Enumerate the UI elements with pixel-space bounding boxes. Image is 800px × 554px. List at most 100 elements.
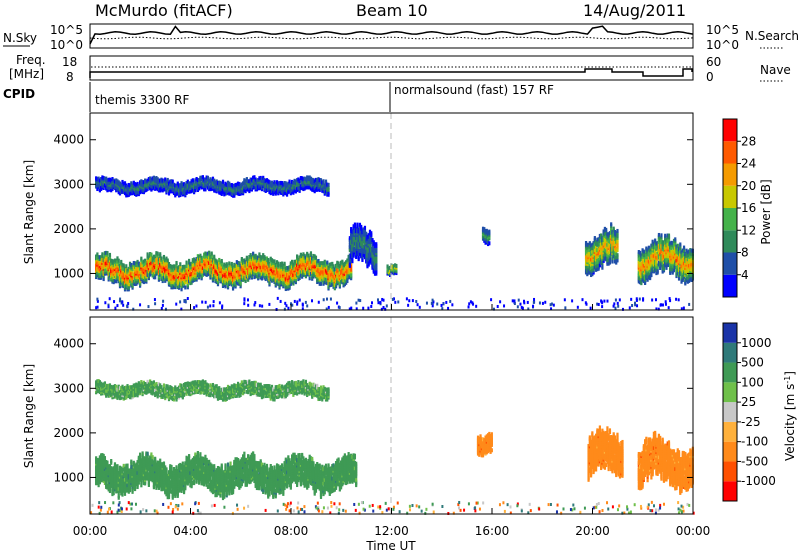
data-cell bbox=[677, 247, 681, 252]
data-cell bbox=[221, 265, 225, 270]
data-cell bbox=[656, 263, 659, 268]
data-cell bbox=[647, 259, 650, 264]
data-cell bbox=[224, 181, 227, 186]
data-cell bbox=[177, 265, 181, 270]
data-cell bbox=[206, 267, 210, 272]
data-cell bbox=[107, 181, 110, 186]
data-cell bbox=[223, 190, 226, 195]
data-cell bbox=[601, 236, 604, 241]
data-cell bbox=[248, 268, 251, 273]
data-cell bbox=[117, 275, 120, 280]
data-cell bbox=[250, 177, 253, 182]
data-cell bbox=[250, 254, 253, 259]
data-cell bbox=[176, 181, 179, 186]
data-cell bbox=[201, 257, 205, 262]
data-cell bbox=[336, 279, 339, 284]
data-cell bbox=[218, 257, 221, 262]
data-cell bbox=[282, 182, 285, 187]
data-cell bbox=[273, 259, 276, 264]
data-cell bbox=[105, 250, 108, 255]
data-cell bbox=[285, 276, 289, 281]
data-cell bbox=[160, 273, 163, 278]
data-cell bbox=[638, 257, 642, 262]
data-cell bbox=[126, 188, 129, 193]
data-cell bbox=[358, 241, 362, 246]
data-cell bbox=[316, 259, 319, 264]
data-cell bbox=[329, 272, 333, 277]
data-cell bbox=[684, 251, 687, 256]
data-cell bbox=[593, 236, 596, 241]
data-cell bbox=[591, 242, 594, 247]
data-cell bbox=[215, 179, 218, 184]
data-cell bbox=[645, 246, 648, 251]
data-cell bbox=[307, 175, 310, 180]
data-cell bbox=[676, 271, 679, 276]
data-cell bbox=[338, 264, 341, 269]
data-cell bbox=[100, 255, 103, 260]
data-cell bbox=[311, 256, 314, 261]
data-cell bbox=[157, 269, 161, 274]
data-cell bbox=[174, 183, 177, 188]
data-cell bbox=[317, 258, 320, 263]
data-cell bbox=[269, 189, 272, 194]
data-cell bbox=[351, 240, 354, 245]
data-cell bbox=[122, 263, 125, 268]
data-cell bbox=[674, 237, 677, 242]
data-cell bbox=[216, 180, 220, 185]
data-cell bbox=[662, 240, 666, 245]
data-cell bbox=[252, 270, 255, 275]
data-cell bbox=[314, 260, 318, 265]
data-cell bbox=[350, 239, 353, 244]
data-cell bbox=[108, 252, 112, 257]
data-cell bbox=[152, 266, 156, 271]
data-cell bbox=[180, 181, 183, 186]
data-cell bbox=[234, 263, 237, 268]
data-cell bbox=[649, 269, 652, 274]
data-cell bbox=[98, 185, 101, 190]
data-cell bbox=[610, 243, 613, 248]
data-cell bbox=[225, 262, 228, 267]
data-cell bbox=[165, 183, 168, 188]
noise-left-bottom: 10^0 bbox=[50, 38, 83, 52]
data-cell bbox=[176, 271, 179, 276]
data-cell bbox=[133, 182, 137, 187]
data-cell bbox=[297, 270, 300, 275]
data-cell bbox=[680, 250, 683, 255]
data-cell bbox=[136, 275, 139, 280]
data-cell bbox=[323, 273, 326, 278]
data-cell bbox=[205, 257, 208, 262]
data-cell bbox=[274, 181, 277, 186]
data-cell bbox=[272, 190, 275, 195]
data-cell bbox=[679, 242, 682, 247]
data-cell bbox=[292, 184, 295, 189]
data-cell bbox=[199, 265, 202, 270]
data-cell bbox=[236, 272, 240, 277]
data-cell bbox=[644, 253, 647, 258]
data-cell bbox=[607, 251, 610, 256]
data-cell bbox=[294, 179, 297, 184]
data-cell bbox=[131, 278, 134, 283]
data-cell bbox=[278, 181, 281, 186]
data-cell bbox=[169, 272, 172, 277]
data-cell bbox=[672, 238, 676, 243]
cpid-mode-1: themis 3300 RF bbox=[95, 93, 189, 107]
data-cell bbox=[339, 260, 343, 265]
data-cell bbox=[685, 248, 688, 253]
data-cell bbox=[254, 177, 257, 182]
data-cell bbox=[242, 259, 245, 264]
data-cell bbox=[138, 186, 142, 191]
data-cell bbox=[130, 191, 133, 196]
data-cell bbox=[164, 258, 167, 263]
data-cell bbox=[348, 236, 351, 241]
data-cell bbox=[332, 264, 335, 269]
data-cell bbox=[304, 262, 308, 267]
data-cell bbox=[228, 261, 231, 266]
data-cell bbox=[264, 271, 267, 276]
data-cell bbox=[180, 271, 183, 276]
data-cell bbox=[235, 187, 238, 192]
data-cell bbox=[220, 269, 223, 274]
freq-left-bottom: 8 bbox=[66, 70, 74, 84]
data-cell bbox=[235, 260, 238, 265]
data-cell bbox=[155, 251, 158, 256]
data-cell bbox=[352, 248, 355, 253]
